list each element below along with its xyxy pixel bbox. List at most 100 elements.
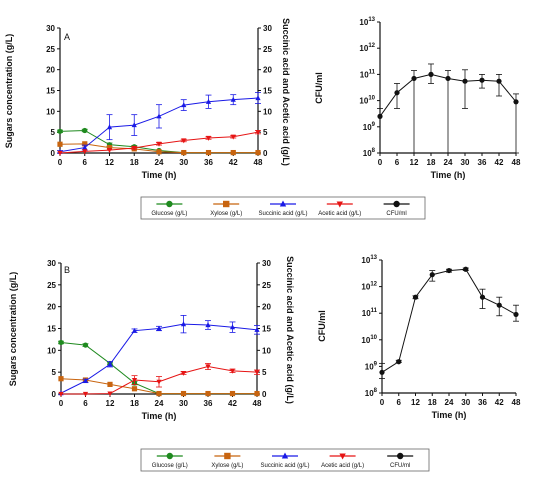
chart-a-cfu: 0 6 12 18 24 30 36 42 48 108 109 1010 1011 1012 1013 Ti… bbox=[314, 17, 521, 180]
data-point-xylose bbox=[254, 390, 260, 397]
data-point-cfu bbox=[496, 78, 502, 84]
data-point-succinic bbox=[156, 325, 162, 331]
x-tick-label: 30 bbox=[461, 398, 470, 407]
legend-marker bbox=[336, 201, 343, 208]
legend-a: Glucose (g/L) Xylose (g/L) Succinic acid (… bbox=[140, 196, 426, 220]
x-tick-label: 36 bbox=[478, 158, 487, 167]
x-tick-label: 48 bbox=[512, 158, 521, 167]
y-tick-label: 1012 bbox=[359, 43, 375, 53]
x-tick-label: 36 bbox=[478, 398, 487, 407]
data-point-xylose bbox=[229, 390, 236, 397]
y-tick-label: 20 bbox=[47, 303, 56, 312]
y-tick-label: 0 bbox=[51, 149, 56, 158]
y-tick-label: 108 bbox=[363, 148, 376, 158]
x-tick-label: 48 bbox=[512, 398, 521, 407]
y2-tick-label: 15 bbox=[262, 325, 271, 334]
data-point-acetic bbox=[180, 370, 187, 376]
y2-tick-label: 25 bbox=[263, 45, 272, 54]
x-tick-label: 0 bbox=[378, 158, 383, 167]
x-axis-title: Time (h) bbox=[432, 410, 467, 420]
data-point-xylose bbox=[205, 390, 211, 397]
legend-marker bbox=[166, 452, 173, 460]
y-tick-label: 109 bbox=[365, 361, 378, 371]
y2-tick-label: 5 bbox=[263, 128, 268, 137]
data-point-acetic bbox=[107, 391, 113, 397]
legend-marker bbox=[393, 200, 400, 208]
y2-tick-label: 15 bbox=[263, 87, 272, 96]
data-point-acetic bbox=[181, 138, 187, 144]
data-point-cfu bbox=[396, 359, 402, 365]
x-axis-title: Time (h) bbox=[431, 170, 466, 180]
x-tick-label: 42 bbox=[495, 158, 504, 167]
data-point-acetic bbox=[255, 130, 261, 136]
data-point-acetic bbox=[131, 145, 137, 151]
data-point-succinic bbox=[181, 102, 187, 108]
x-tick-label: 0 bbox=[380, 398, 385, 407]
x-tick-label: 6 bbox=[397, 398, 402, 407]
series-acetic bbox=[58, 363, 260, 397]
x-tick-label: 12 bbox=[410, 158, 419, 167]
y-axis-title: Sugars concentration (g/L) bbox=[4, 34, 14, 149]
data-point-succinic bbox=[82, 378, 89, 383]
y2-tick-label: 10 bbox=[262, 346, 271, 355]
data-point-succinic bbox=[131, 327, 138, 333]
data-point-succinic bbox=[254, 326, 260, 332]
data-point-xylose bbox=[107, 381, 113, 387]
x-tick-label: 18 bbox=[130, 158, 139, 167]
x-tick-label: 24 bbox=[155, 399, 164, 408]
y2-axis-title: Succinic acid and Acetic acid (g/L) bbox=[281, 18, 291, 166]
legend-marker bbox=[223, 200, 230, 208]
y-tick-label: 108 bbox=[365, 388, 378, 398]
data-point-acetic bbox=[57, 150, 63, 156]
data-point-succinic bbox=[205, 322, 211, 328]
y2-tick-label: 30 bbox=[262, 259, 271, 268]
legend-frame bbox=[140, 196, 426, 220]
x-tick-label: 42 bbox=[228, 399, 237, 408]
legend-marker bbox=[397, 452, 404, 460]
data-point-acetic bbox=[106, 148, 113, 153]
series-cfu bbox=[377, 63, 519, 154]
x-tick-label: 12 bbox=[105, 158, 114, 167]
legend-marker bbox=[281, 452, 289, 459]
y2-tick-label: 25 bbox=[262, 281, 271, 290]
data-point-acetic bbox=[205, 364, 211, 370]
data-point-cfu bbox=[496, 302, 502, 308]
data-point-cfu bbox=[429, 272, 435, 278]
data-point-cfu bbox=[411, 75, 417, 82]
x-tick-label: 42 bbox=[229, 158, 238, 167]
data-point-xylose bbox=[180, 390, 187, 397]
legend-marker bbox=[279, 200, 287, 207]
data-point-acetic bbox=[82, 149, 88, 155]
x-tick-label: 6 bbox=[83, 399, 88, 408]
x-tick-label: 12 bbox=[411, 398, 420, 407]
data-point-xylose bbox=[255, 149, 261, 156]
data-point-cfu bbox=[445, 75, 451, 82]
data-point-cfu bbox=[428, 71, 434, 77]
data-point-succinic bbox=[131, 122, 137, 128]
legend-marker bbox=[166, 200, 173, 208]
x-tick-label: 30 bbox=[179, 158, 188, 167]
y-tick-label: 109 bbox=[363, 122, 376, 132]
data-point-succinic bbox=[230, 96, 236, 102]
legend-label: Glucose (g/L) bbox=[151, 211, 187, 217]
y-tick-label: 1010 bbox=[359, 96, 375, 106]
data-point-cfu bbox=[479, 77, 485, 83]
data-point-cfu bbox=[463, 266, 469, 272]
y2-tick-label: 10 bbox=[263, 107, 272, 116]
data-point-cfu bbox=[394, 90, 400, 96]
x-tick-label: 30 bbox=[179, 399, 188, 408]
data-point-xylose bbox=[82, 141, 88, 147]
x-tick-label: 30 bbox=[461, 158, 470, 167]
y-tick-label: 20 bbox=[46, 66, 55, 75]
legend-b: Glucose (g/L) Xylose (g/L) Succinic acid (… bbox=[140, 448, 430, 472]
data-point-cfu bbox=[479, 294, 486, 300]
y-tick-label: 0 bbox=[52, 390, 57, 399]
x-tick-label: 6 bbox=[395, 158, 400, 167]
data-point-cfu bbox=[462, 78, 468, 84]
y2-tick-label: 5 bbox=[262, 368, 267, 377]
x-tick-label: 24 bbox=[444, 158, 453, 167]
y-axis-title: CFU/ml bbox=[314, 72, 324, 104]
data-point-cfu bbox=[379, 369, 385, 375]
x-tick-label: 18 bbox=[427, 158, 436, 167]
data-point-xylose bbox=[205, 149, 212, 156]
